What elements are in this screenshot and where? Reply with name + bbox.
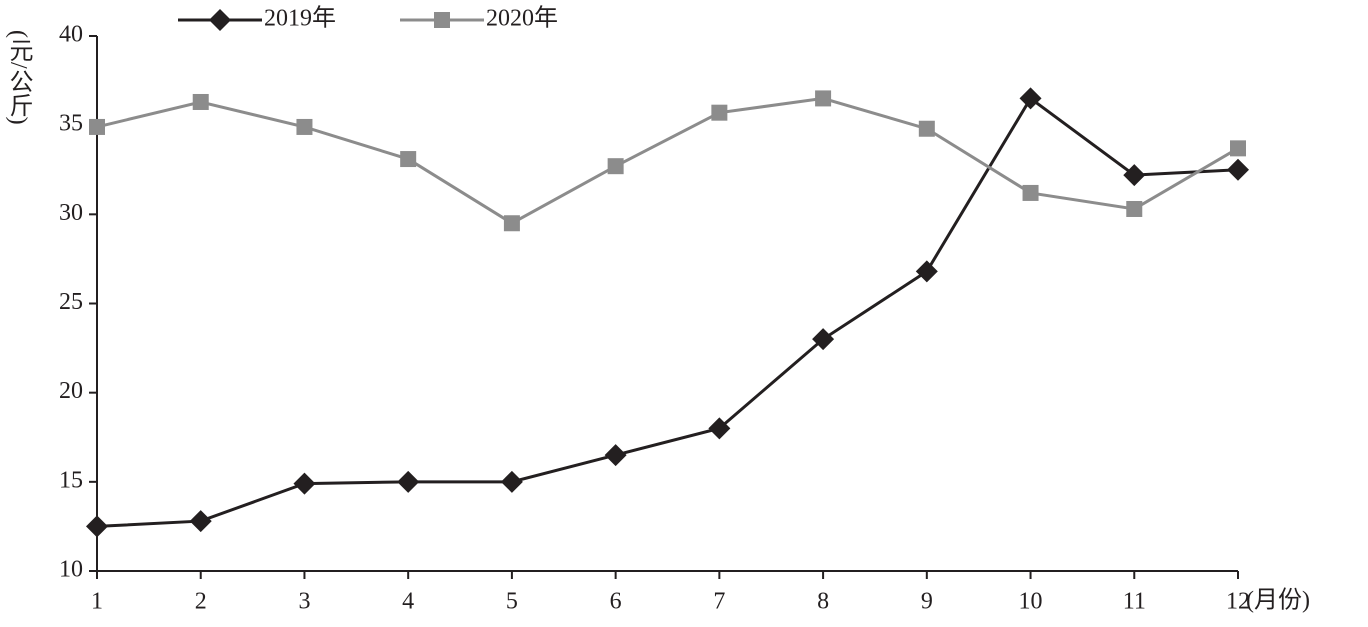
point (1227, 158, 1249, 181)
y-tick-label: 30 (59, 200, 83, 226)
point (1126, 200, 1143, 217)
y-tick-label: 35 (59, 111, 83, 137)
x-axis-label: (月份) (1246, 587, 1310, 614)
point (296, 118, 313, 135)
y-tick-label: 25 (59, 289, 83, 315)
x-tick-label: 1 (91, 589, 103, 615)
legend-marker (434, 12, 450, 28)
point (812, 328, 835, 351)
point (192, 93, 209, 110)
point (1230, 140, 1246, 157)
x-tick-label: 5 (506, 589, 518, 615)
y-tick-label: 40 (59, 22, 83, 48)
point (708, 417, 731, 440)
point (400, 151, 417, 168)
point (918, 120, 935, 137)
point (397, 470, 420, 493)
x-tick-label: 9 (921, 589, 933, 615)
x-tick-label: 8 (817, 589, 829, 615)
point (86, 515, 108, 538)
x-tick-label: 4 (402, 589, 414, 615)
point (915, 260, 938, 283)
series-line (96, 96, 1239, 528)
point (89, 118, 105, 135)
x-tick-label: 6 (610, 589, 622, 615)
point (607, 158, 624, 175)
x-tick-label: 11 (1123, 589, 1146, 615)
point (503, 215, 520, 232)
x-tick-label: 2 (195, 589, 207, 615)
legend-marker (209, 9, 231, 31)
y-tick-label: 20 (59, 378, 83, 404)
x-tick-label: 3 (298, 589, 310, 615)
x-tick-label: 12 (1226, 589, 1250, 615)
point (711, 104, 728, 121)
y-tick-label: 15 (59, 467, 83, 493)
point (1022, 184, 1039, 201)
point (189, 510, 212, 533)
point (1019, 87, 1042, 110)
point (1123, 164, 1146, 187)
y-axis-label: (元/公斤) (5, 30, 32, 125)
x-tick-label: 10 (1019, 589, 1043, 615)
legend-label: 2019年 (264, 5, 336, 32)
legend-label: 2020年 (486, 5, 558, 32)
point (293, 472, 316, 495)
point (500, 470, 523, 493)
series-line (96, 96, 1239, 225)
point (604, 444, 627, 467)
x-tick-label: 7 (713, 589, 725, 615)
y-tick-label: 10 (59, 557, 83, 583)
point (815, 90, 832, 107)
